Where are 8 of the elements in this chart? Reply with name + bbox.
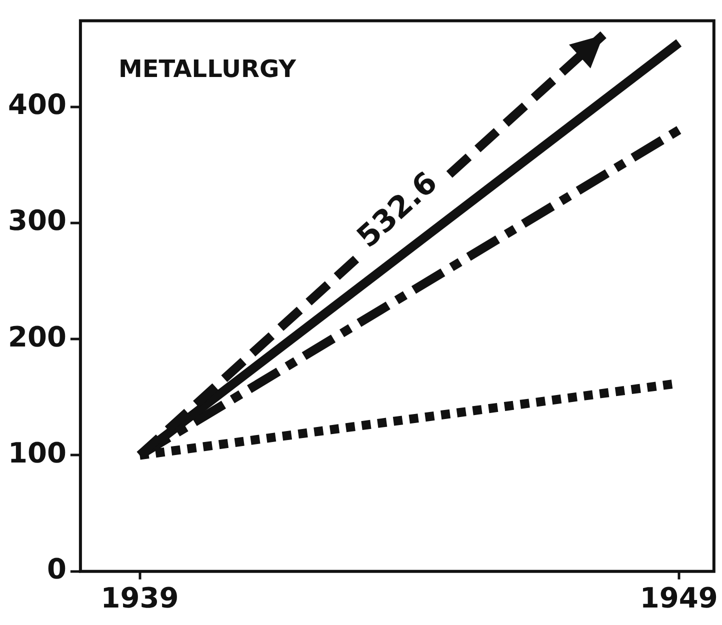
x-tick-label: 1949	[640, 581, 718, 614]
y-tick-label: 0	[46, 552, 66, 586]
y-tick-label: 300	[8, 204, 66, 238]
y-tick-label: 100	[8, 436, 66, 470]
text: METALLURGY	[118, 55, 297, 84]
x-tick-label: 1939	[100, 581, 179, 614]
y-tick-label: 200	[8, 320, 66, 354]
y-tick-label: 400	[8, 88, 66, 122]
